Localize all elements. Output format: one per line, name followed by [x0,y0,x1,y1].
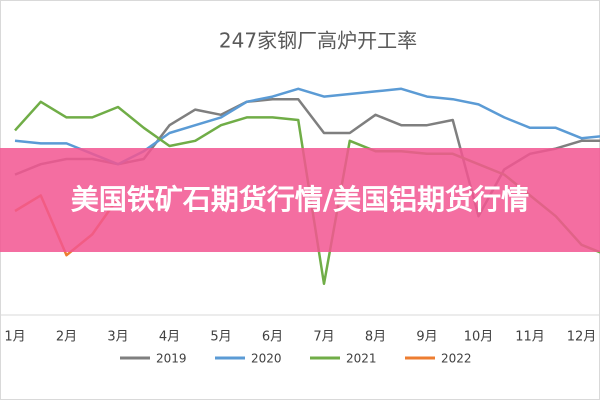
overlay-banner: 美国铁矿石期货行情/美国铝期货行情 [0,148,600,252]
x-tick-label: 11月 [515,330,545,345]
legend-label: 2020 [251,352,282,366]
x-tick-label: 7月 [313,330,334,345]
x-tick-label: 9月 [416,330,437,345]
x-tick-label: 2月 [56,330,77,345]
banner-text: 美国铁矿石期货行情/美国铝期货行情 [70,183,530,216]
x-tick-label: 5月 [210,330,231,345]
legend-label: 2021 [346,352,377,366]
legend-label: 2019 [156,352,187,366]
x-tick-label: 8月 [365,330,386,345]
x-tick-label: 12月 [567,330,597,345]
x-tick-label: 1月 [4,330,25,345]
x-tick-label: 4月 [159,330,180,345]
legend-label: 2022 [441,352,472,366]
x-tick-label: 6月 [262,330,283,345]
x-tick-label: 3月 [107,330,128,345]
chart-title: 247家钢厂高炉开工率 [219,29,417,53]
x-tick-label: 10月 [464,330,494,345]
